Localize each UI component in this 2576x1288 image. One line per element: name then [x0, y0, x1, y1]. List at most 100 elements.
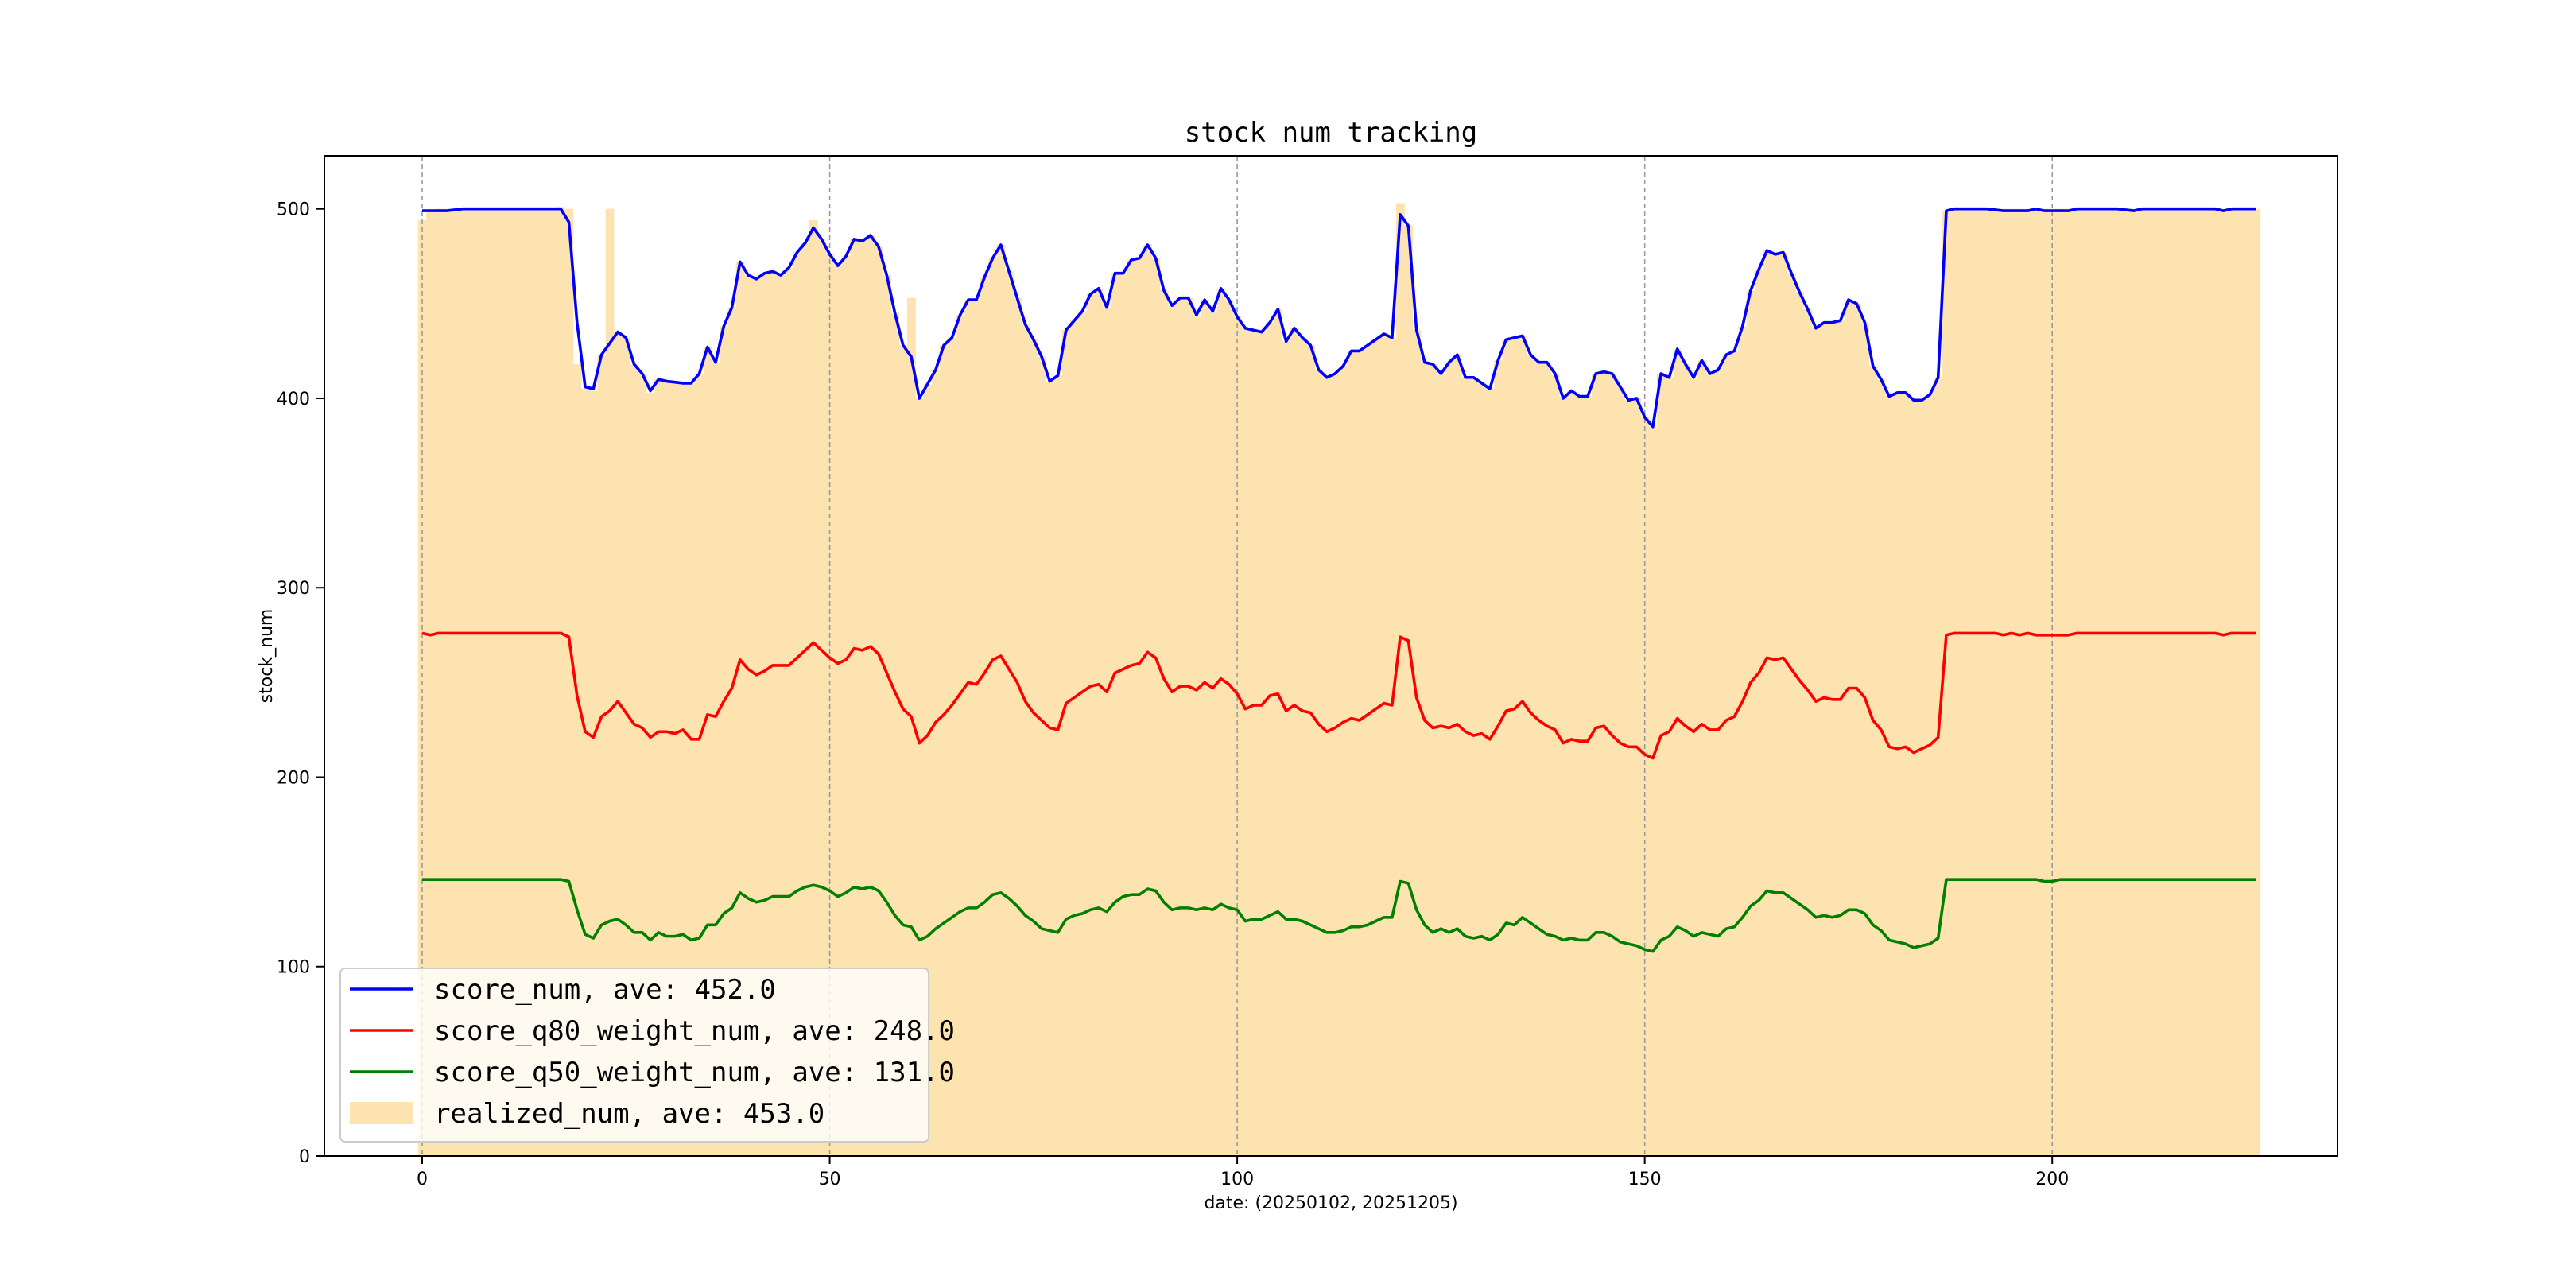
realized-bar	[638, 374, 647, 1156]
y-tick-label: 200	[277, 768, 310, 788]
realized-bar	[532, 208, 541, 1157]
realized-bar	[1648, 426, 1658, 1156]
realized-bar	[1127, 260, 1136, 1156]
realized-bar	[1412, 330, 1422, 1157]
realized-bar	[1069, 320, 1079, 1156]
realized-bar	[1608, 374, 1617, 1156]
realized-bar	[450, 208, 460, 1157]
realized-bar	[768, 271, 778, 1157]
x-tick-label: 200	[2035, 1170, 2069, 1189]
realized-bar	[2162, 208, 2171, 1157]
realized-bar	[2137, 208, 2147, 1157]
realized-bar	[2154, 208, 2163, 1157]
x-tick-label: 0	[417, 1170, 428, 1189]
realized-bar	[1534, 362, 1544, 1156]
realized-bar	[2252, 208, 2261, 1157]
realized-bar	[2186, 208, 2196, 1157]
legend: score_num, ave: 452.0 score_q80_weight_nu…	[339, 968, 955, 1143]
realized-bar	[2089, 208, 2098, 1157]
realized-bar	[980, 277, 990, 1157]
realized-bar	[1893, 392, 1903, 1156]
realized-bar	[2129, 208, 2139, 1157]
realized-bar	[2227, 208, 2237, 1157]
realized-bar	[434, 208, 444, 1157]
realized-bar	[858, 241, 867, 1157]
y-tick-label: 500	[277, 200, 310, 220]
realized-bar	[776, 275, 786, 1157]
realized-bar	[1135, 258, 1144, 1156]
realized-bar	[841, 256, 851, 1156]
realized-bar	[1755, 269, 1763, 1157]
realized-bar	[817, 239, 827, 1157]
realized-bar	[850, 239, 859, 1157]
realized-bar	[654, 379, 664, 1156]
realized-bar	[483, 208, 492, 1157]
realized-bar	[1298, 337, 1307, 1157]
realized-bar	[2039, 208, 2049, 1157]
realized-bar	[711, 362, 720, 1156]
realized-bar	[809, 220, 818, 1156]
y-tick-label: 100	[277, 958, 310, 978]
realized-bar	[1795, 292, 1805, 1156]
realized-bar	[1094, 288, 1104, 1156]
x-tick-label: 100	[1220, 1170, 1254, 1189]
realized-bar	[1151, 258, 1161, 1156]
realized-bar	[703, 347, 712, 1156]
realized-bar	[1518, 336, 1527, 1157]
realized-bar	[1404, 226, 1414, 1156]
realized-bar	[1681, 364, 1690, 1157]
realized-bar	[1111, 273, 1120, 1157]
realized-bar	[874, 246, 883, 1156]
realized-bar	[1803, 308, 1813, 1156]
realized-bar	[1705, 374, 1715, 1156]
realized-bar	[1657, 374, 1666, 1156]
realized-bar	[1013, 297, 1022, 1157]
realized-bar	[491, 208, 500, 1157]
realized-bar	[1575, 396, 1585, 1157]
realized-bar	[956, 315, 965, 1156]
realized-bar	[1224, 300, 1234, 1157]
realized-bar	[833, 266, 843, 1157]
realized-bar	[1502, 339, 1511, 1156]
realized-bar	[1722, 355, 1731, 1156]
realized-bar	[524, 208, 533, 1157]
realized-bar	[605, 208, 615, 1157]
realized-bar	[678, 382, 688, 1156]
realized-bar	[1836, 320, 1845, 1156]
realized-bar	[630, 364, 639, 1157]
realized-bar	[720, 326, 729, 1157]
realized-bar	[2146, 208, 2155, 1157]
realized-bar	[1257, 332, 1267, 1157]
realized-bar	[1697, 360, 1707, 1156]
realized-bar	[564, 208, 574, 1157]
realized-bar	[1437, 374, 1446, 1156]
realized-bar	[1665, 377, 1674, 1156]
realized-bar	[515, 208, 525, 1157]
realized-bar	[1274, 308, 1283, 1156]
realized-bar	[1379, 333, 1389, 1157]
realized-bar	[1347, 351, 1356, 1156]
y-tick-label: 0	[299, 1147, 310, 1167]
realized-bar	[1746, 290, 1755, 1156]
realized-bar	[2113, 208, 2122, 1157]
realized-bar	[1119, 273, 1128, 1157]
realized-bar	[1966, 208, 1976, 1157]
realized-bar	[1364, 345, 1372, 1156]
realized-bar	[1828, 322, 1837, 1156]
realized-bar	[948, 337, 957, 1157]
realized-bar	[1901, 392, 1911, 1156]
realized-bar	[1420, 362, 1430, 1156]
x-axis-label: date: (20250102, 20251205)	[1204, 1193, 1457, 1213]
realized-bar	[2219, 208, 2229, 1157]
chart-title: stock num tracking	[1185, 117, 1477, 149]
y-axis-label: stock_num	[257, 609, 277, 704]
realized-bar	[1958, 208, 1968, 1157]
realized-bar	[2097, 208, 2106, 1157]
legend-label-realized_num: realized_num, ave: 453.0	[434, 1098, 824, 1130]
realized-bar	[2211, 208, 2220, 1157]
realized-bar	[1249, 330, 1259, 1157]
realized-bar	[1021, 324, 1030, 1156]
realized-bar	[540, 208, 549, 1157]
realized-bar	[1396, 203, 1405, 1156]
realized-bar	[1738, 326, 1748, 1157]
